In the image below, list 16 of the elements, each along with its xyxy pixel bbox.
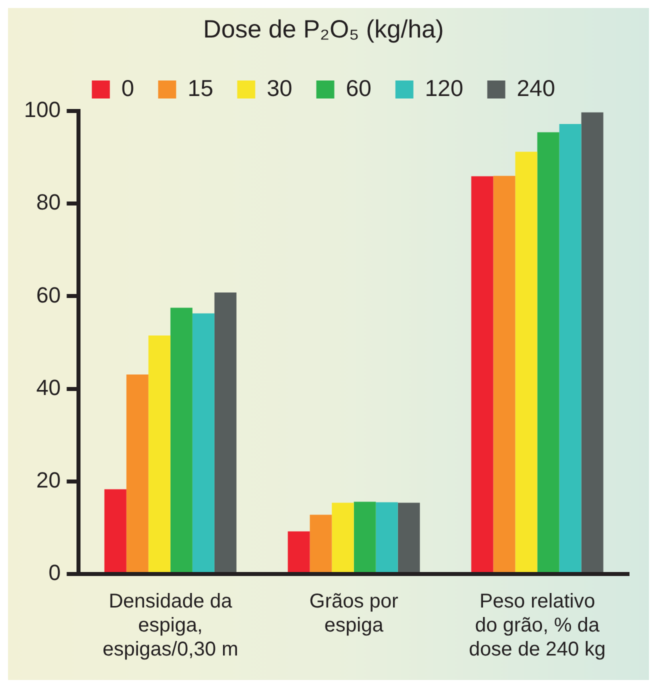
y-tick-label: 20 [36, 467, 61, 492]
legend-label: 15 [188, 74, 214, 101]
x-tick-label: Densidade da espiga, espigas/0,30 m [102, 590, 238, 661]
x-tick-label: Peso relativo do grão, % da dose de 240 kg [468, 590, 606, 661]
y-tick-label: 100 [24, 97, 61, 122]
legend-title: Dose de P₂O₅ (kg/ha) [203, 15, 444, 44]
x-tick-label: Grãos por espiga [309, 590, 399, 637]
legend-label: 120 [424, 74, 464, 101]
legend-label: 30 [266, 74, 292, 101]
y-tick-label: 40 [36, 374, 61, 400]
legend-label: 240 [516, 74, 556, 101]
legend-label: 60 [346, 74, 372, 101]
y-tick-label: 80 [36, 190, 61, 215]
y-tick-label: 0 [48, 560, 61, 586]
y-tick-label: 60 [36, 282, 61, 308]
legend-label: 0 [121, 74, 134, 101]
